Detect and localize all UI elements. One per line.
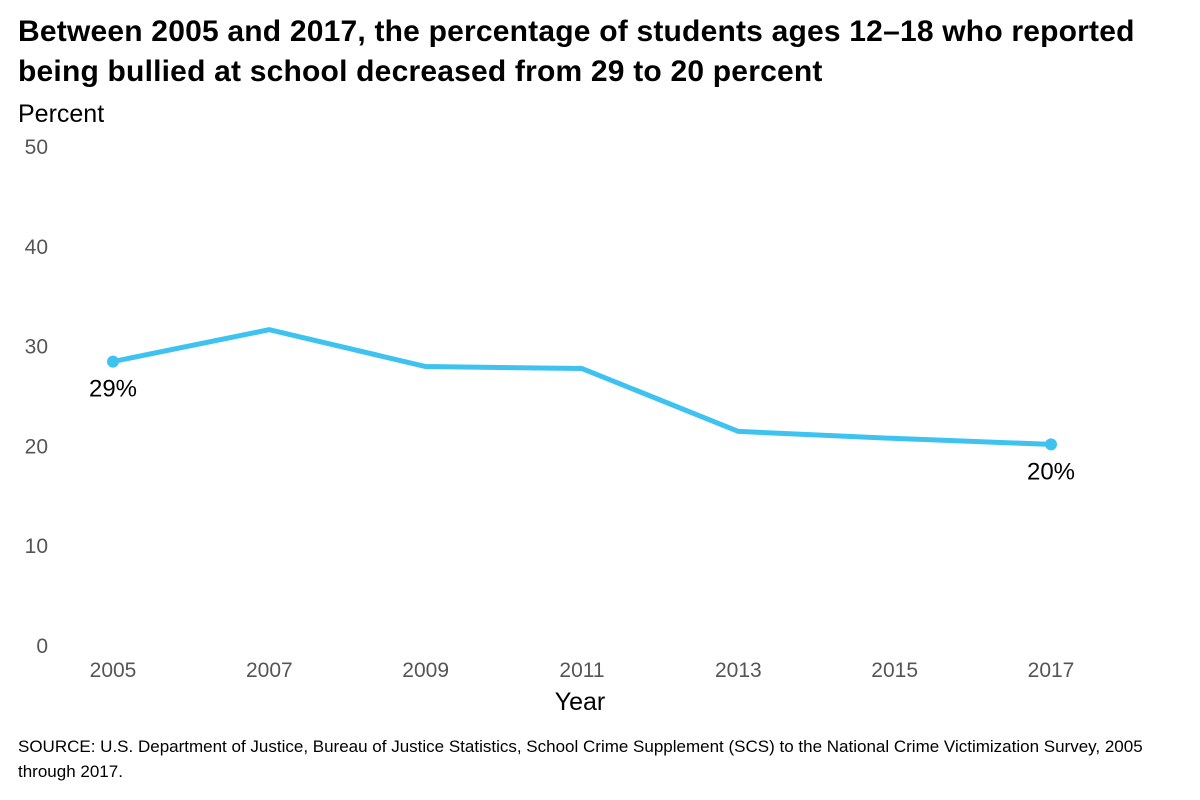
x-axis-label: Year bbox=[554, 688, 606, 716]
x-tick-label: 2013 bbox=[715, 659, 762, 682]
data-point bbox=[107, 355, 119, 368]
data-point bbox=[1045, 438, 1057, 451]
series-group bbox=[107, 327, 1057, 451]
series-line bbox=[110, 327, 1054, 447]
data-labels: 29% 20% bbox=[89, 376, 1075, 486]
x-tick-label: 2007 bbox=[246, 659, 293, 682]
chart-title: Between 2005 and 2017, the percentage of… bbox=[18, 15, 1135, 88]
y-tick-label: 0 bbox=[36, 635, 48, 658]
x-tick-label: 2011 bbox=[559, 659, 604, 682]
data-label: 20% bbox=[1027, 458, 1075, 485]
x-axis-ticks: 2005 2007 2009 2011 2013 2015 2017 bbox=[90, 659, 1075, 682]
y-tick-label: 40 bbox=[25, 236, 48, 259]
x-tick-label: 2017 bbox=[1028, 659, 1075, 682]
x-tick-label: 2009 bbox=[402, 659, 449, 682]
y-tick-label: 10 bbox=[25, 535, 48, 558]
x-tick-label: 2005 bbox=[90, 659, 137, 682]
x-tick-label: 2015 bbox=[871, 659, 918, 682]
y-axis-ticks: 0 10 20 30 40 50 bbox=[25, 136, 48, 658]
y-tick-label: 50 bbox=[25, 136, 48, 159]
y-axis-label: Percent bbox=[18, 100, 105, 128]
source-note: SOURCE: U.S. Department of Justice, Bure… bbox=[18, 737, 1143, 781]
data-label: 29% bbox=[89, 376, 137, 403]
y-tick-label: 20 bbox=[25, 435, 48, 458]
y-tick-label: 30 bbox=[25, 336, 48, 359]
